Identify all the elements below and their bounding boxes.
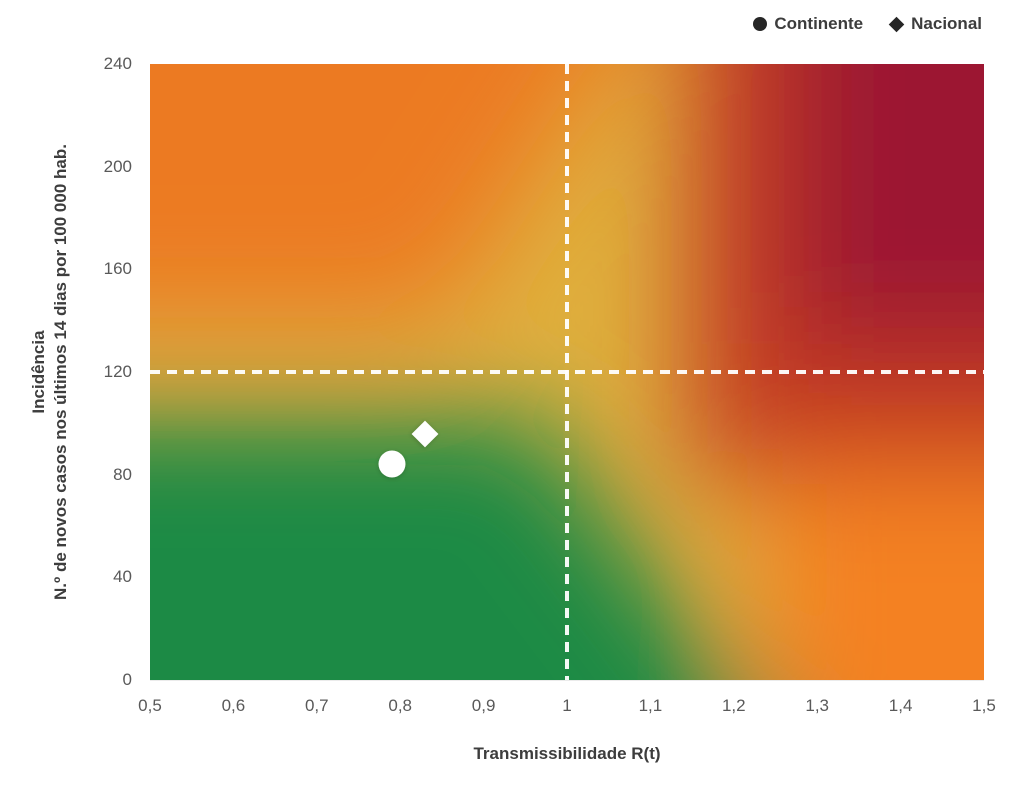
x-tick-label: 0,9 xyxy=(471,696,496,715)
plot-area xyxy=(150,64,984,680)
circle-marker-icon xyxy=(753,17,768,31)
x-tick-label: 1,2 xyxy=(721,696,746,715)
y-tick-label: 0 xyxy=(122,670,132,689)
y-tick-label: 40 xyxy=(113,567,132,587)
x-tick-label: 0,6 xyxy=(221,696,246,715)
legend-item-nacional: Nacional xyxy=(888,14,982,34)
x-tick-label: 1 xyxy=(562,696,572,715)
y-axis-ticks: 0 40 80 120 160 200 240 xyxy=(0,54,132,689)
legend-label: Nacional xyxy=(911,14,982,33)
x-tick-label: 0,7 xyxy=(304,696,329,715)
y-tick-label: 200 xyxy=(103,156,132,176)
x-tick-label: 0,8 xyxy=(388,696,413,715)
legend-item-continente: Continente xyxy=(753,14,863,34)
x-tick-label: 0,5 xyxy=(138,696,162,715)
x-axis-title: Transmissibilidade R(t) xyxy=(473,744,661,763)
y-tick-label: 120 xyxy=(103,362,132,381)
x-tick-label: 1,5 xyxy=(972,696,996,715)
y-tick-label: 80 xyxy=(113,464,132,484)
x-tick-label: 1,1 xyxy=(638,696,663,715)
x-tick-label: 1,4 xyxy=(888,696,913,715)
legend-label: Continente xyxy=(774,14,864,33)
data-point-continente xyxy=(378,450,406,478)
x-tick-label: 1,3 xyxy=(805,696,830,715)
x-axis-ticks: 0,5 0,6 0,7 0,8 0,9 1 1,1 1,2 1,3 1,4 1,5 xyxy=(138,696,996,718)
reference-line-incidence-120 xyxy=(150,370,984,374)
legend: Continente Nacional xyxy=(753,14,982,34)
diamond-marker-icon xyxy=(888,16,905,32)
y-tick-label: 160 xyxy=(103,259,132,279)
y-tick-label: 240 xyxy=(103,54,132,73)
